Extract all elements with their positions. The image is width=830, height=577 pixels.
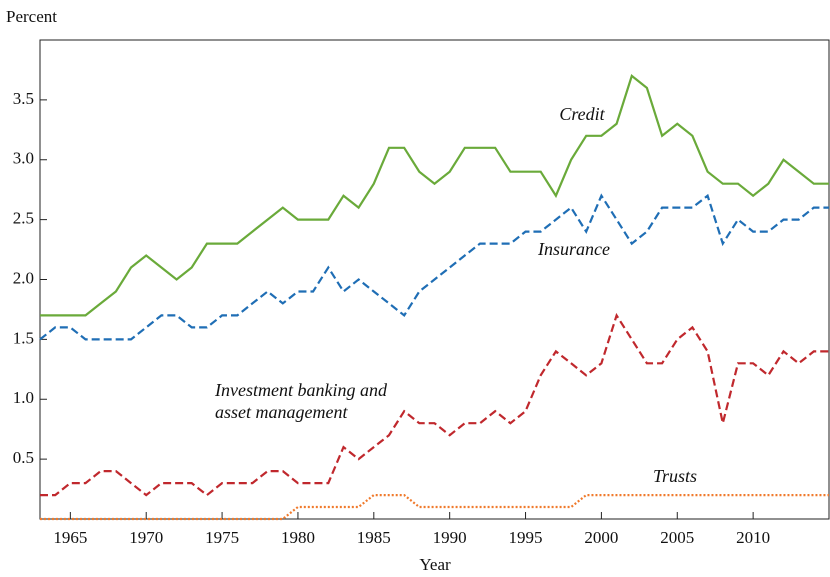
series-label: Credit: [559, 104, 605, 124]
x-axis-label: Year: [419, 555, 451, 574]
x-tick-label: 1965: [53, 528, 87, 547]
series-line: [40, 494, 829, 521]
y-tick-label: 0.5: [13, 448, 34, 467]
x-tick-label: 1985: [357, 528, 391, 547]
y-tick-label: 2.0: [13, 268, 34, 287]
series-label: Insurance: [537, 239, 610, 259]
y-tick-label: 1.0: [13, 388, 34, 407]
y-tick-label: 1.5: [13, 328, 34, 347]
y-tick-label: 3.5: [13, 89, 34, 108]
x-tick-label: 1990: [433, 528, 467, 547]
y-tick-label: 2.5: [13, 209, 34, 228]
x-tick-label: 1980: [281, 528, 315, 547]
series-line: [40, 74, 829, 317]
x-tick-label: 2010: [736, 528, 770, 547]
y-axis-label: Percent: [6, 7, 57, 26]
x-tick-label: 2005: [660, 528, 694, 547]
x-tick-label: 2000: [584, 528, 618, 547]
y-tick-label: 3.0: [13, 149, 34, 168]
series-line: [39, 193, 829, 341]
series-label: Investment banking and asset management: [214, 380, 388, 422]
series-label: Trusts: [653, 466, 697, 486]
series-line: [40, 312, 829, 497]
x-tick-label: 1975: [205, 528, 239, 547]
x-tick-label: 1970: [129, 528, 163, 547]
x-tick-label: 1995: [509, 528, 543, 547]
